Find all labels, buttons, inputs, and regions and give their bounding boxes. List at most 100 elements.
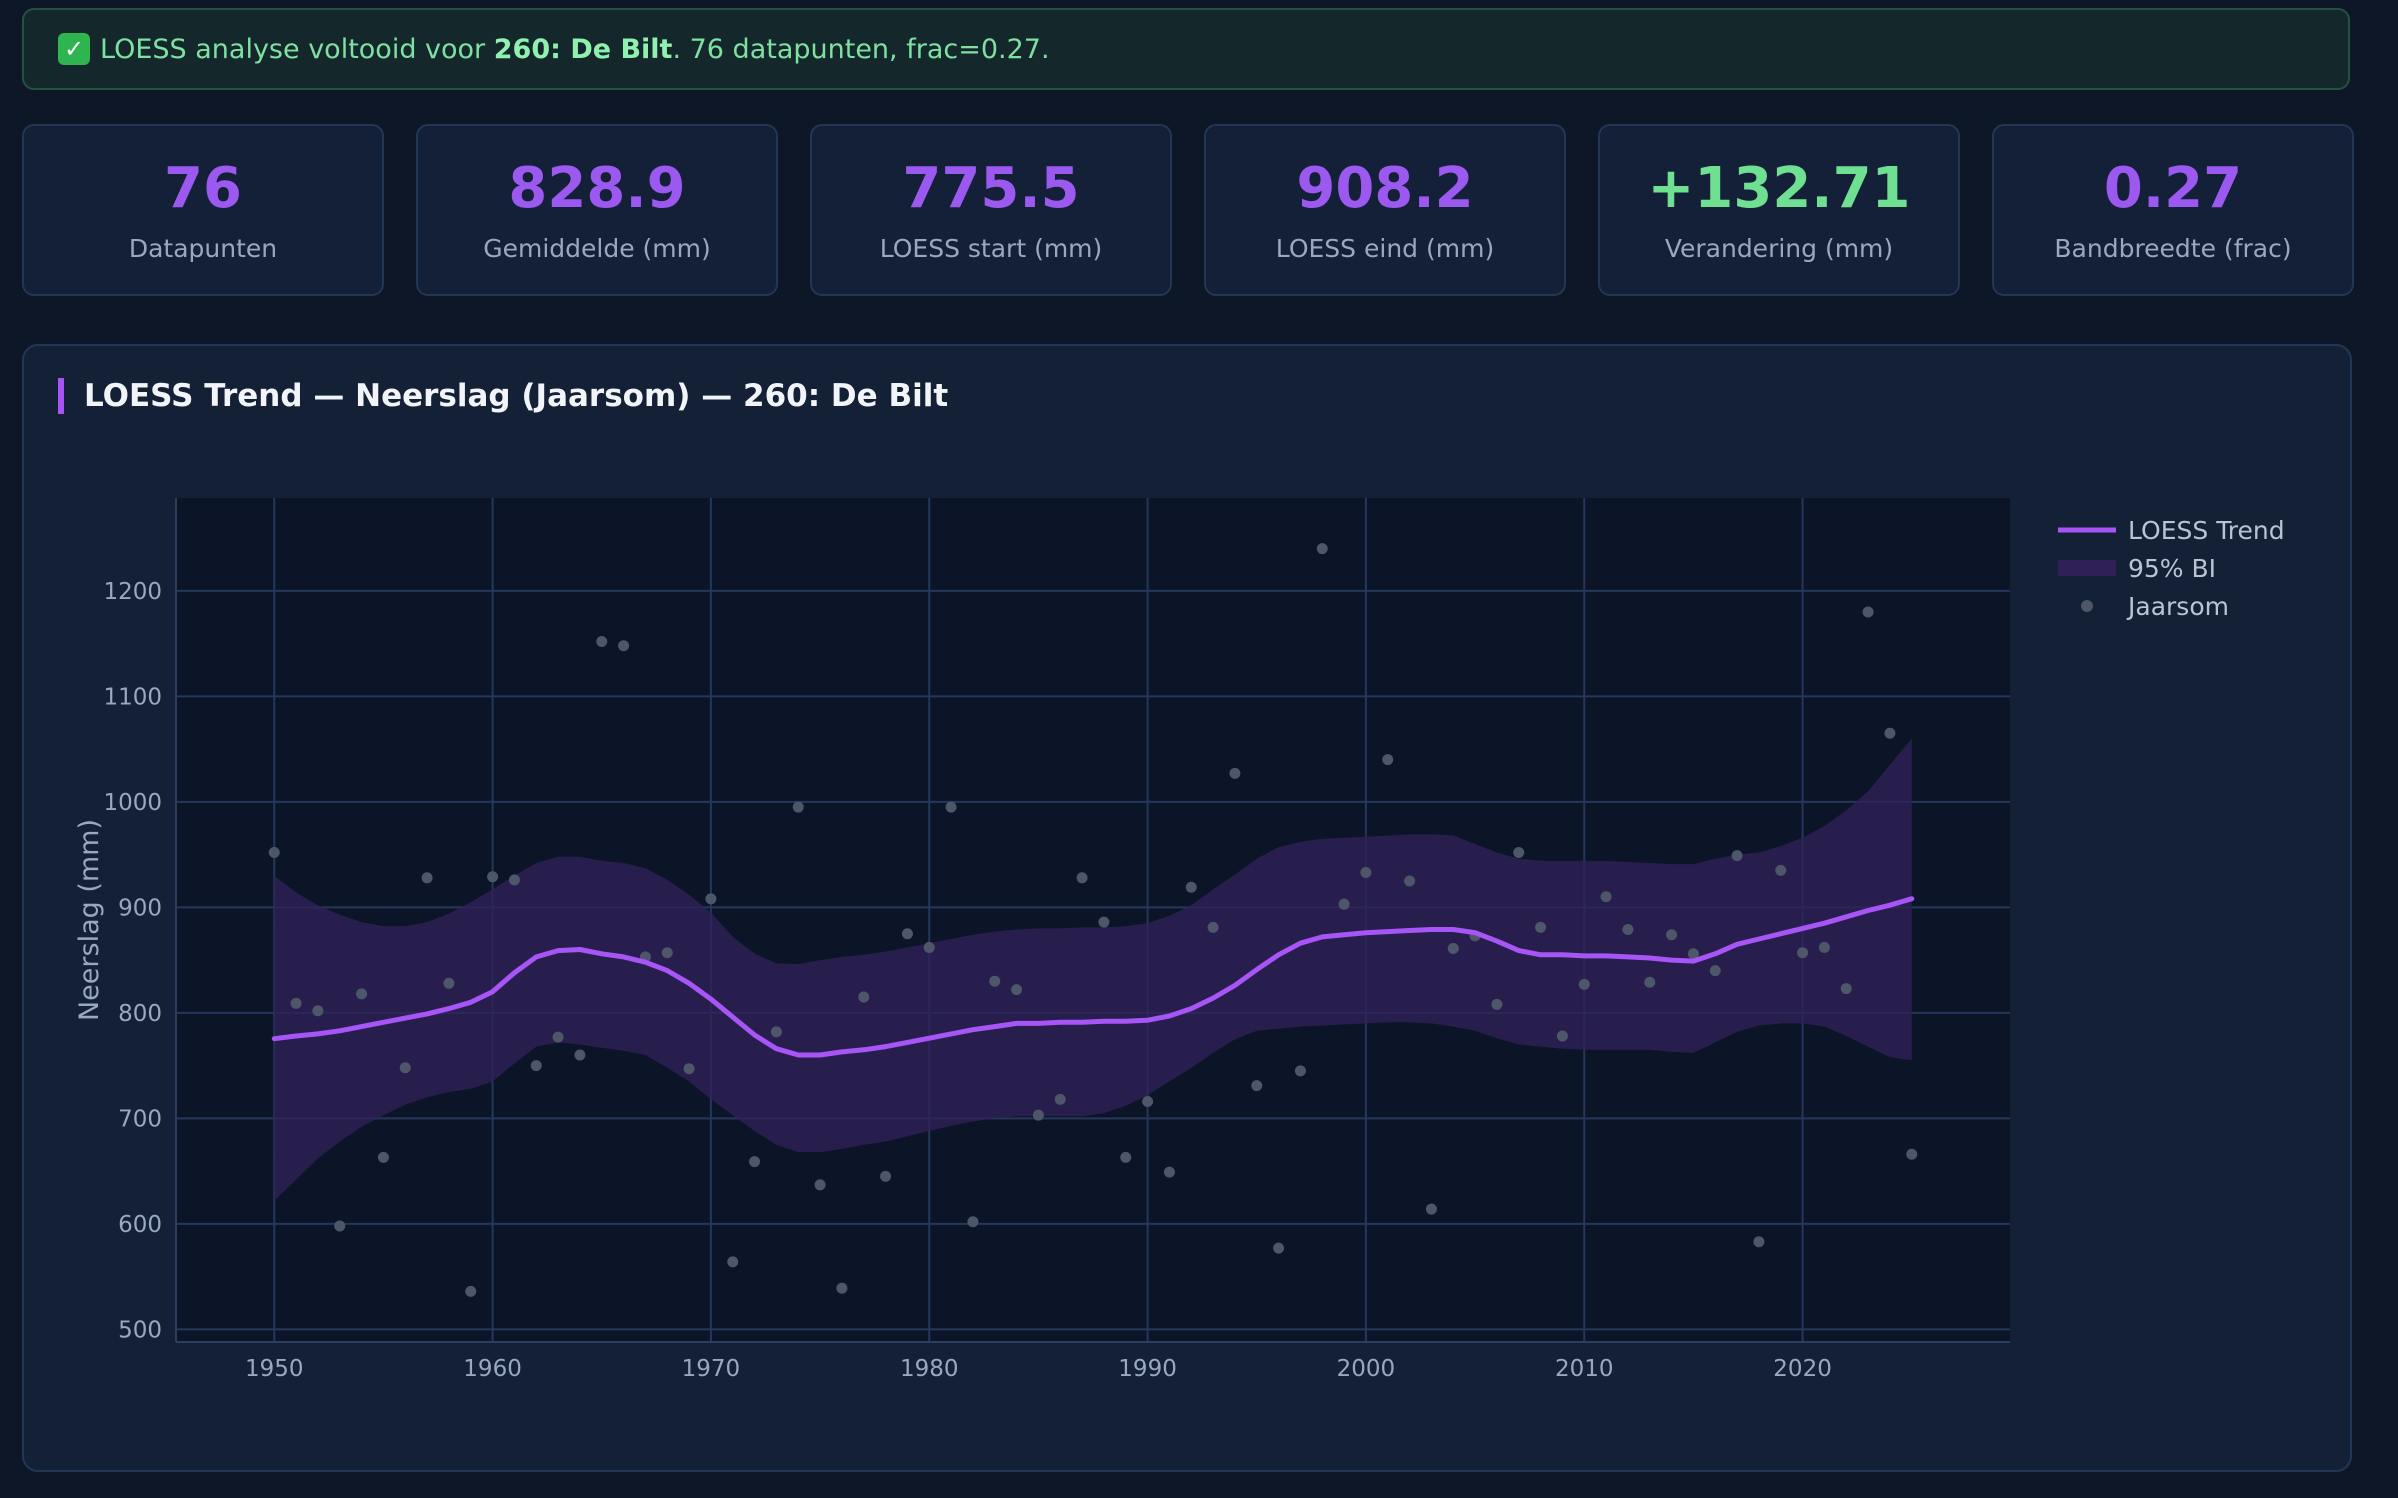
data-point bbox=[1207, 921, 1219, 933]
data-point bbox=[1731, 850, 1743, 862]
data-point bbox=[1054, 1093, 1066, 1105]
stat-card-loess-start: 775.5 LOESS start (mm) bbox=[810, 124, 1172, 296]
data-point bbox=[945, 801, 957, 813]
stat-value: +132.71 bbox=[1647, 156, 1911, 221]
data-point bbox=[1338, 898, 1350, 910]
stat-label: Gemiddelde (mm) bbox=[483, 234, 711, 263]
data-point bbox=[1120, 1151, 1132, 1163]
stat-value: 908.2 bbox=[1296, 156, 1474, 221]
data-point bbox=[683, 1063, 695, 1075]
y-tick-label: 500 bbox=[118, 1317, 162, 1343]
data-point bbox=[705, 893, 717, 905]
data-point bbox=[465, 1285, 477, 1297]
data-point bbox=[399, 1062, 411, 1074]
data-point bbox=[618, 640, 630, 652]
x-tick-label: 1980 bbox=[900, 1356, 959, 1382]
stat-card-loess-eind: 908.2 LOESS eind (mm) bbox=[1204, 124, 1566, 296]
legend-swatch-points bbox=[2081, 600, 2093, 612]
data-point bbox=[1098, 916, 1110, 928]
data-point bbox=[596, 635, 608, 647]
y-axis-label: Neerslag (mm) bbox=[74, 819, 105, 1021]
loess-chart[interactable]: 1950 1960 1970 1980 1990 2000 2010 2020 500 600 70… bbox=[24, 346, 2350, 1470]
loess-trend-line bbox=[271, 896, 1915, 1058]
data-point bbox=[1622, 923, 1634, 935]
data-point bbox=[792, 801, 804, 813]
data-point bbox=[1032, 1109, 1044, 1121]
x-tick-label: 2020 bbox=[1773, 1356, 1832, 1382]
data-point bbox=[1906, 1148, 1918, 1160]
data-point bbox=[1666, 929, 1678, 941]
data-point bbox=[1425, 1203, 1437, 1215]
stat-label: Verandering (mm) bbox=[1664, 234, 1894, 263]
data-point bbox=[268, 846, 280, 858]
banner-suffix: . 76 datapunten, frac=0.27. bbox=[672, 33, 1050, 65]
stat-value: 76 bbox=[164, 156, 242, 221]
data-point bbox=[1294, 1065, 1306, 1077]
data-point bbox=[858, 991, 870, 1003]
data-point bbox=[749, 1156, 761, 1168]
legend-label: Jaarsom bbox=[2126, 592, 2229, 621]
confidence-band bbox=[274, 738, 1912, 1201]
data-point bbox=[880, 1170, 892, 1182]
data-point bbox=[1644, 976, 1656, 988]
data-point bbox=[1818, 941, 1830, 953]
data-point bbox=[727, 1256, 739, 1268]
data-point bbox=[923, 941, 935, 953]
data-point bbox=[377, 1151, 389, 1163]
data-point bbox=[814, 1179, 826, 1191]
chart-title: LOESS Trend — Neerslag (Jaarsom) — 260: … bbox=[58, 378, 948, 414]
data-point bbox=[661, 947, 673, 959]
x-tick-label: 2000 bbox=[1337, 1356, 1396, 1382]
stat-label: Bandbreedte (frac) bbox=[2054, 234, 2292, 263]
check-icon: ✓ bbox=[58, 33, 90, 65]
stat-card-gemiddelde: 828.9 Gemiddelde (mm) bbox=[416, 124, 778, 296]
data-point bbox=[530, 1060, 542, 1072]
legend-label: 95% BI bbox=[2128, 554, 2216, 583]
x-tick-label: 1960 bbox=[463, 1356, 522, 1382]
data-point bbox=[1578, 978, 1590, 990]
data-point bbox=[1600, 891, 1612, 903]
data-point bbox=[421, 872, 433, 884]
data-point bbox=[1142, 1095, 1154, 1107]
data-point bbox=[1076, 872, 1088, 884]
y-tick-label: 900 bbox=[118, 895, 162, 921]
data-point bbox=[1185, 881, 1197, 893]
data-point bbox=[1360, 867, 1372, 879]
data-point bbox=[552, 1031, 564, 1043]
data-point bbox=[290, 997, 302, 1009]
data-point bbox=[1163, 1166, 1175, 1178]
data-point bbox=[1447, 942, 1459, 954]
banner-prefix: LOESS analyse voltooid voor bbox=[100, 33, 486, 65]
data-point bbox=[443, 977, 455, 989]
data-point bbox=[1316, 543, 1328, 555]
data-point bbox=[1753, 1236, 1765, 1248]
stat-label: LOESS eind (mm) bbox=[1275, 234, 1495, 263]
stat-card-datapunten: 76 Datapunten bbox=[22, 124, 384, 296]
legend-swatch-band bbox=[2058, 560, 2116, 576]
y-tick-label: 1200 bbox=[103, 579, 162, 605]
data-point bbox=[1251, 1080, 1263, 1092]
data-point bbox=[1862, 606, 1874, 618]
data-point bbox=[312, 1005, 324, 1017]
data-point bbox=[1535, 921, 1547, 933]
data-point bbox=[1273, 1242, 1285, 1254]
stat-card-bandbreedte: 0.27 Bandbreedte (frac) bbox=[1992, 124, 2354, 296]
x-tick-label: 1950 bbox=[245, 1356, 304, 1382]
data-point bbox=[989, 975, 1001, 987]
data-point bbox=[1556, 1030, 1568, 1042]
data-point bbox=[1011, 984, 1023, 996]
data-point bbox=[967, 1216, 979, 1228]
data-point bbox=[901, 928, 913, 940]
y-tick-label: 1100 bbox=[103, 684, 162, 710]
data-point bbox=[1491, 998, 1503, 1010]
x-tick-label: 1990 bbox=[1118, 1356, 1177, 1382]
data-point bbox=[1513, 846, 1525, 858]
stats-row: 76 Datapunten 828.9 Gemiddelde (mm) 775.… bbox=[22, 124, 2354, 296]
data-point bbox=[487, 871, 499, 883]
stat-label: LOESS start (mm) bbox=[879, 234, 1103, 263]
data-point bbox=[1840, 983, 1852, 995]
y-tick-label: 700 bbox=[118, 1106, 162, 1132]
x-tick-label: 1970 bbox=[682, 1356, 741, 1382]
stat-label: Datapunten bbox=[128, 234, 278, 263]
x-tick-label: 2010 bbox=[1555, 1356, 1614, 1382]
